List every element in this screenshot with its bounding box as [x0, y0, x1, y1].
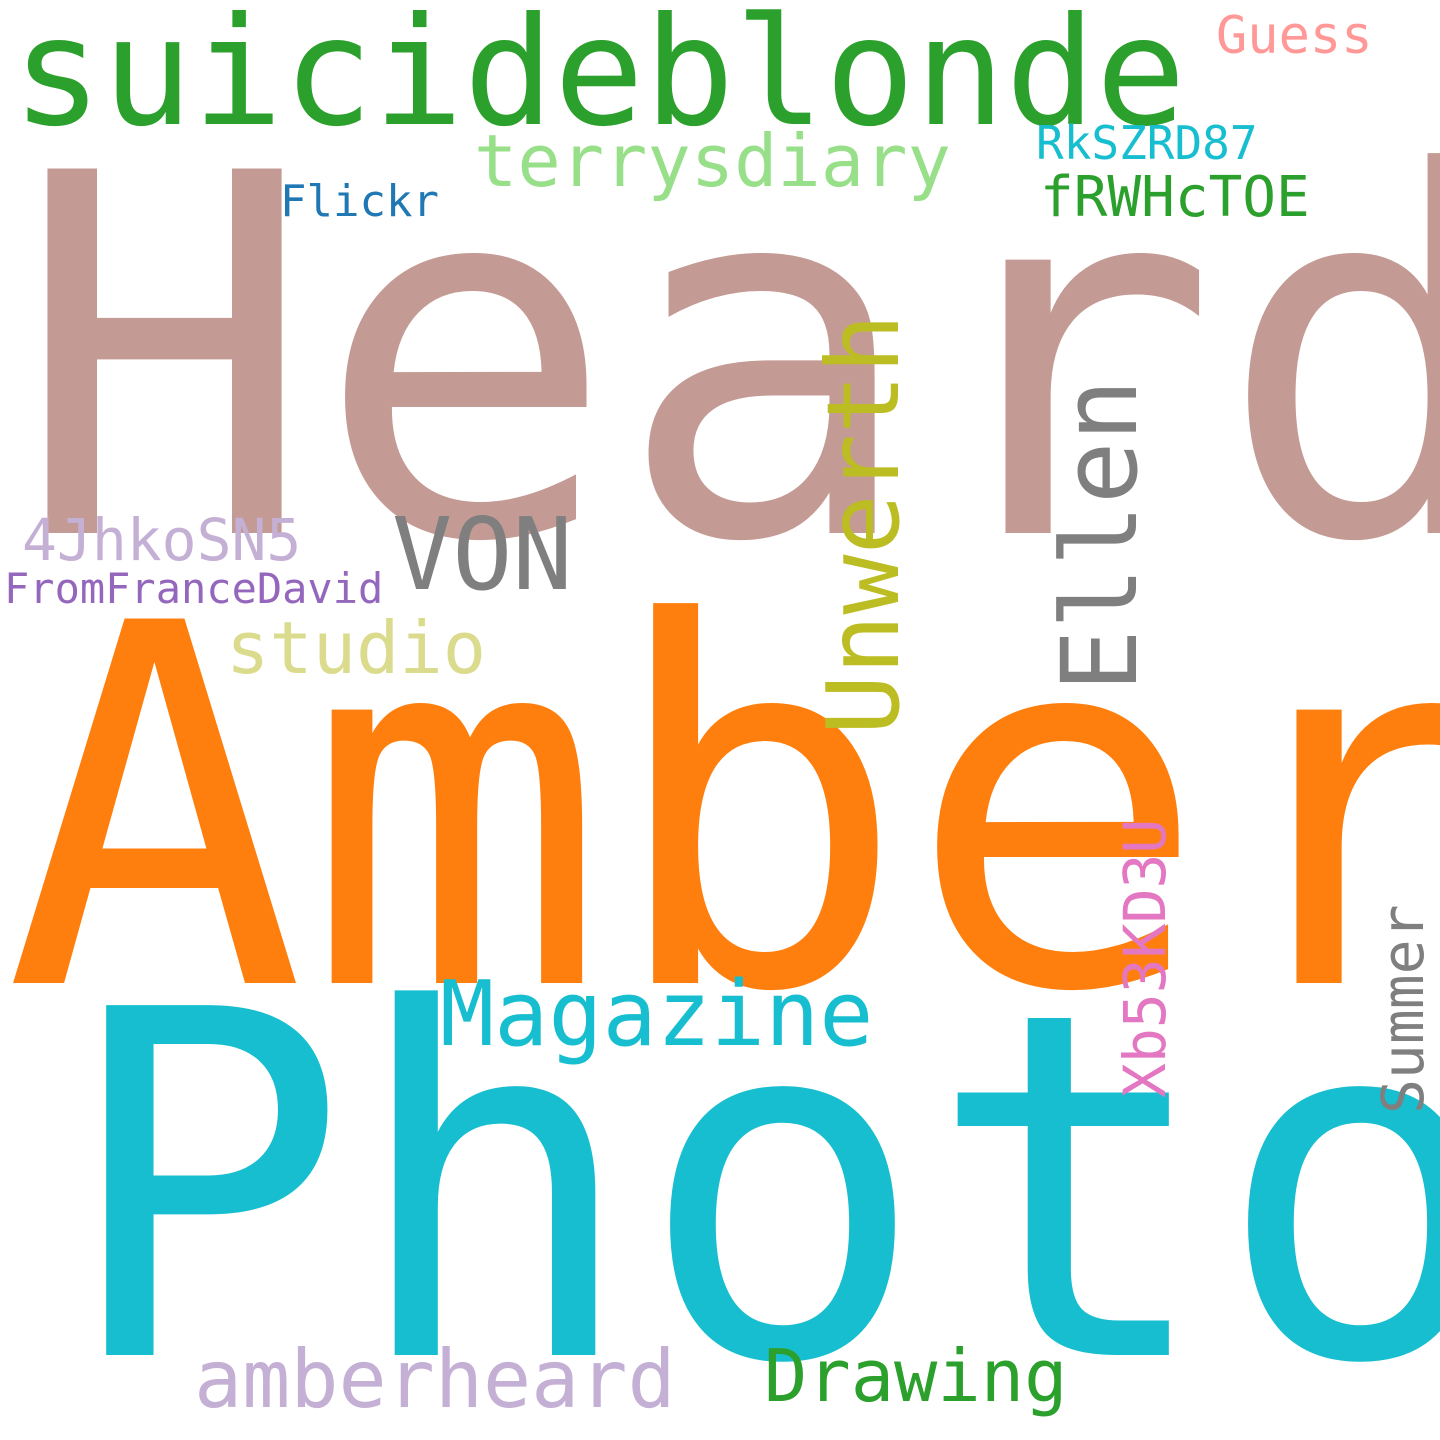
word-rkszrd87: RkSZRD87 — [1036, 116, 1258, 170]
word-von: VON — [392, 496, 573, 613]
word-flickr: Flickr — [280, 176, 439, 227]
word-4jhkosn5: 4JhkoSN5 — [22, 506, 302, 574]
word-frwhctoe: fRWHcTOE — [1040, 165, 1310, 230]
word-fromfrancedavid: FromFranceDavid — [4, 564, 384, 613]
word-suicideblonde: suicideblonde — [12, 0, 1186, 160]
word-photo: Photo — [60, 910, 1440, 1440]
word-drawing: Drawing — [764, 1334, 1068, 1418]
word-heard: Heard — [14, 69, 1440, 651]
word-guess: Guess — [1216, 6, 1373, 66]
word-xb53kd3u: Xb53KD3U — [1111, 818, 1179, 1098]
word-amber: Amber — [4, 519, 1440, 1101]
word-terrysdiary: terrysdiary — [474, 119, 951, 203]
word-amberheard: amberheard — [194, 1333, 676, 1426]
word-magazine: Magazine — [440, 962, 874, 1067]
word-summer: Summer — [1369, 904, 1437, 1114]
word-ellen: Ellen — [1039, 378, 1161, 692]
word-studio: studio — [226, 606, 487, 690]
word-unwerth: Unwerth — [805, 313, 922, 735]
